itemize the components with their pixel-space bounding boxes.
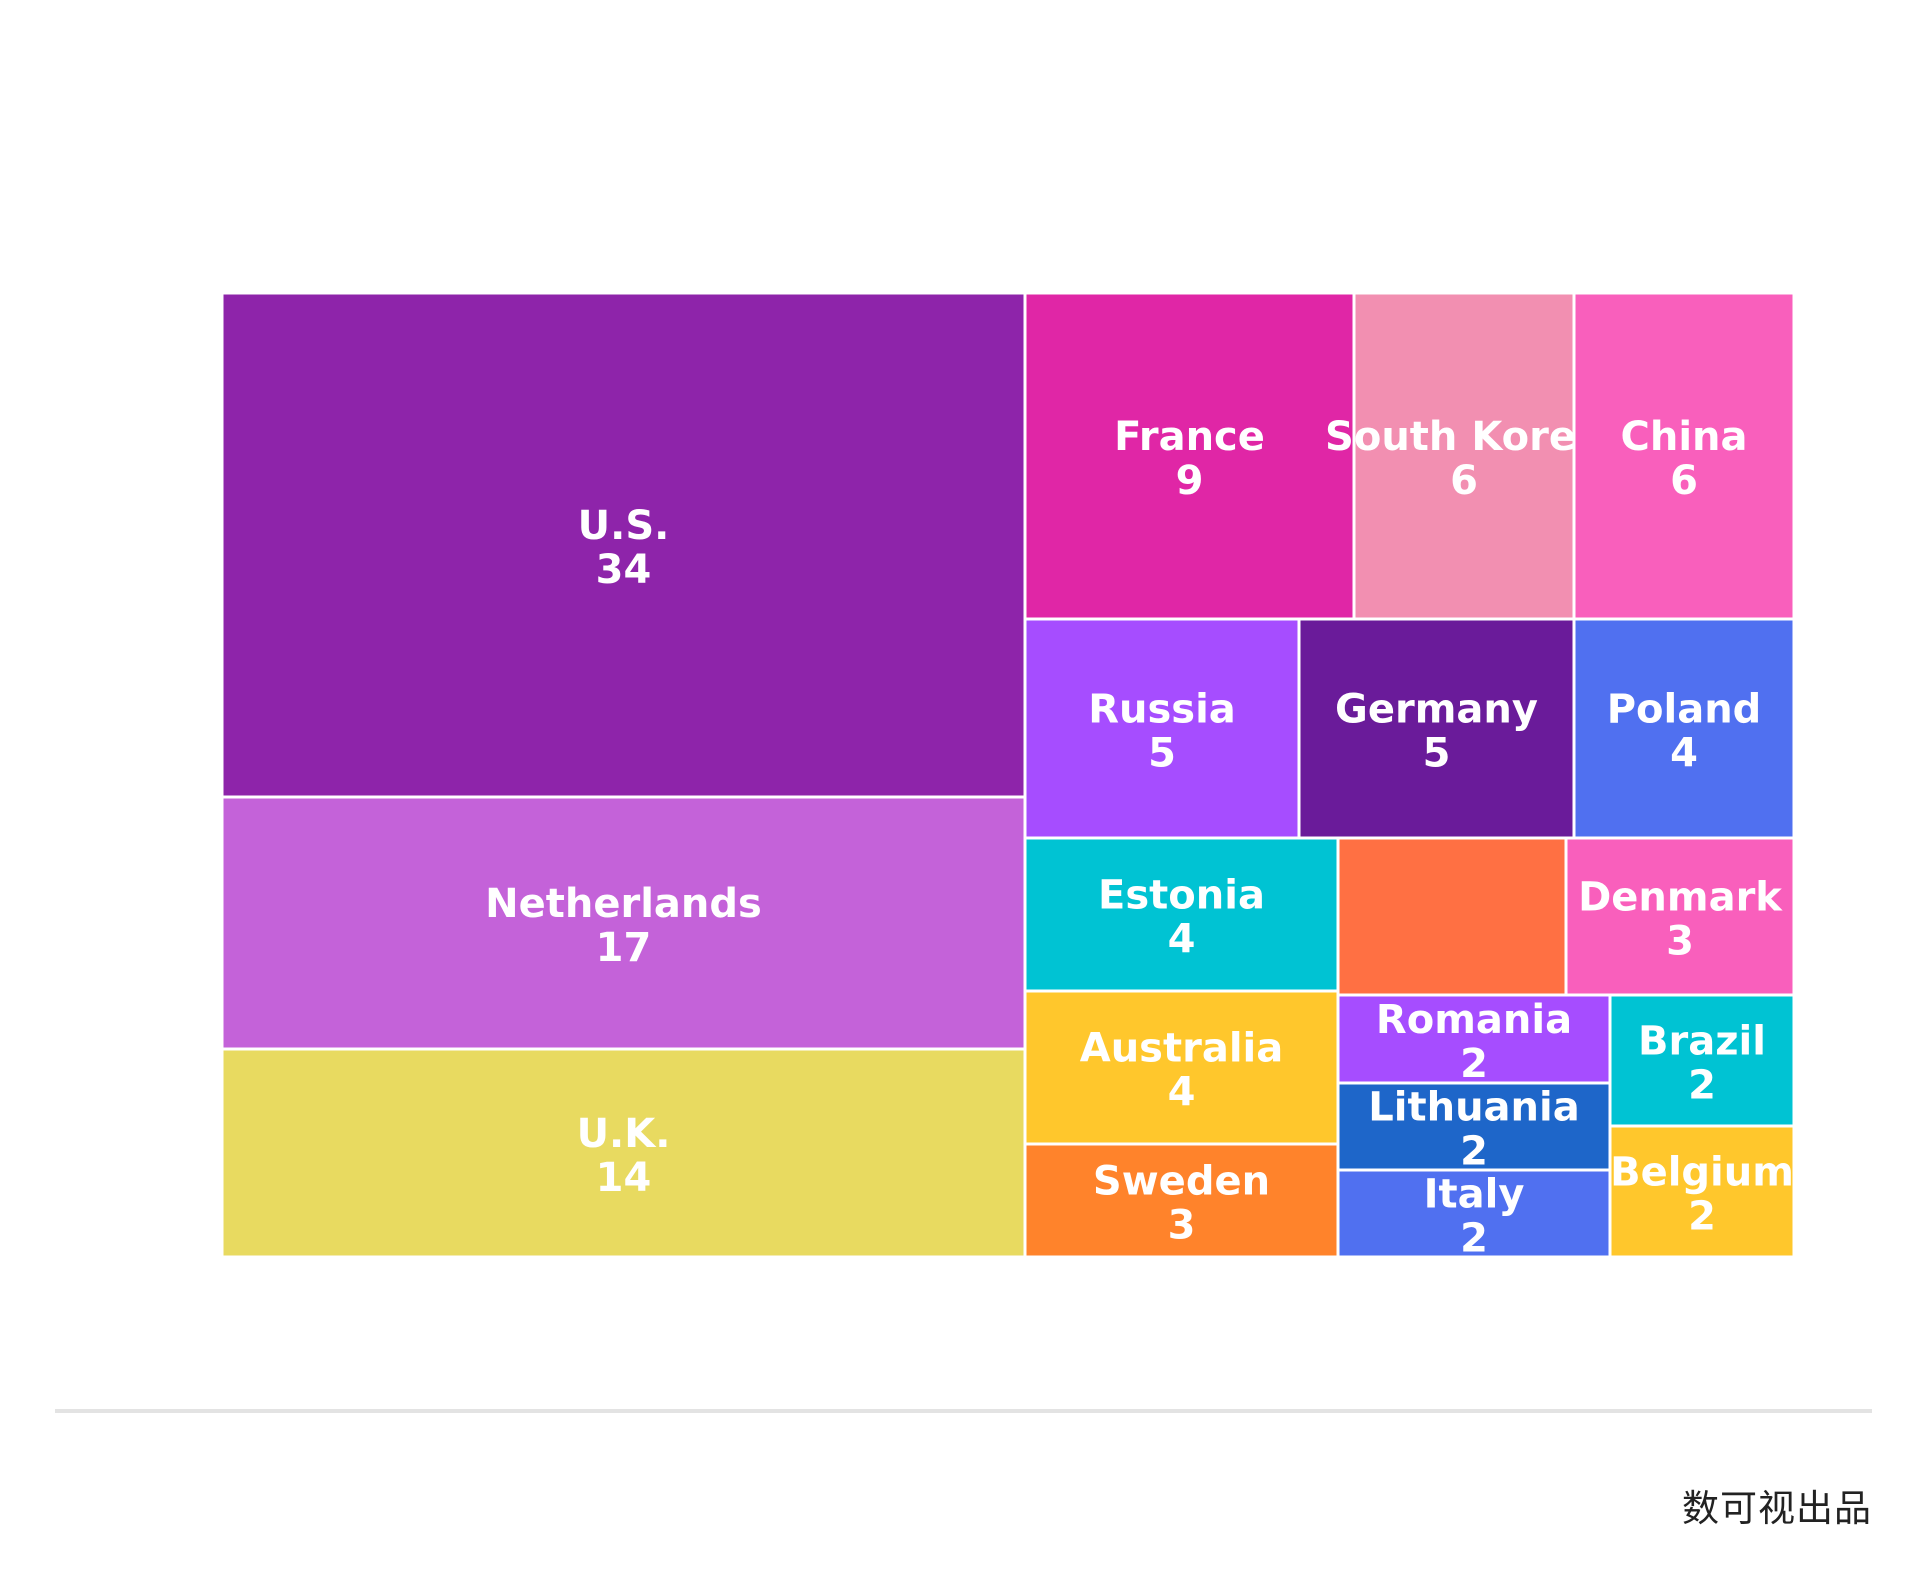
treemap-value-u-k: 14 xyxy=(596,1155,652,1201)
treemap-value-u-s: 34 xyxy=(596,547,652,593)
treemap-rect-china xyxy=(1572,291,1796,621)
treemap-rect-u-k xyxy=(220,1047,1027,1259)
treemap-label-u-s: U.S. xyxy=(578,503,670,549)
treemap-value-brazil: 2 xyxy=(1688,1063,1716,1109)
treemap-value-china: 6 xyxy=(1670,458,1698,504)
treemap-label-lithuania: Lithuania xyxy=(1368,1085,1579,1131)
treemap-value-romania: 2 xyxy=(1460,1041,1488,1087)
treemap-rect-brazil xyxy=(1608,993,1796,1128)
treemap-value-sweden: 3 xyxy=(1168,1203,1196,1249)
treemap-label-italy: Italy xyxy=(1424,1172,1525,1218)
treemap-value-belgium: 2 xyxy=(1688,1194,1716,1240)
treemap-label-china: China xyxy=(1620,414,1747,460)
treemap-value-south-korea: 6 xyxy=(1450,458,1478,504)
treemap-label-netherlands: Netherlands xyxy=(485,881,762,927)
treemap-value-italy: 2 xyxy=(1460,1216,1488,1262)
treemap-rect-germany xyxy=(1297,617,1576,840)
treemap-label-u-k: U.K. xyxy=(577,1111,671,1157)
treemap-rect-estonia xyxy=(1023,836,1340,993)
treemap-value-france: 9 xyxy=(1176,458,1204,504)
treemap-label-south-korea: South Korea xyxy=(1325,414,1603,460)
treemap-value-poland: 4 xyxy=(1670,731,1698,777)
treemap-value-russia: 5 xyxy=(1148,731,1176,777)
treemap-label-sweden: Sweden xyxy=(1093,1159,1270,1205)
treemap-rect-belgium xyxy=(1608,1124,1796,1259)
treemap-label-russia: Russia xyxy=(1088,687,1236,733)
treemap-label-brazil: Brazil xyxy=(1638,1019,1766,1065)
treemap-label-belgium: Belgium xyxy=(1610,1150,1794,1196)
treemap-rect-australia xyxy=(1023,989,1340,1146)
treemap-label-poland: Poland xyxy=(1607,687,1762,733)
treemap-value-estonia: 4 xyxy=(1168,917,1196,963)
treemap-label-estonia: Estonia xyxy=(1098,873,1265,919)
treemap-cell-u-k: U.K.14 xyxy=(220,1047,1027,1259)
treemap-rect-denmark xyxy=(1564,836,1796,997)
treemap-value-australia: 4 xyxy=(1168,1070,1196,1116)
footer-divider xyxy=(55,1409,1872,1413)
treemap-rect-italy xyxy=(1336,1168,1612,1259)
treemap-label-france: France xyxy=(1114,414,1265,460)
treemap-value-denmark: 3 xyxy=(1666,919,1694,965)
treemap-value-netherlands: 17 xyxy=(596,925,652,971)
treemap-label-denmark: Denmark xyxy=(1578,875,1783,921)
treemap-cell-u-s: U.S.34 xyxy=(220,291,1027,799)
treemap-value-lithuania: 2 xyxy=(1460,1129,1488,1175)
treemap-rect-u-s xyxy=(220,291,1027,799)
treemap-rect-romania xyxy=(1336,993,1612,1085)
treemap-rect-sweden xyxy=(1023,1142,1340,1259)
treemap-rect-south-korea xyxy=(1352,291,1576,621)
treemap-label-romania: Romania xyxy=(1376,997,1572,1043)
treemap-rect-france xyxy=(1023,291,1356,621)
credit-text: 数可视出品 xyxy=(1682,1487,1872,1530)
treemap-value-germany: 5 xyxy=(1423,731,1451,777)
treemap-rect-netherlands xyxy=(220,795,1027,1051)
treemap-rect-unlabeled xyxy=(1336,836,1568,997)
treemap-label-germany: Germany xyxy=(1335,687,1538,733)
treemap-cell-unlabeled xyxy=(1336,836,1568,997)
treemap-label-australia: Australia xyxy=(1080,1026,1284,1072)
